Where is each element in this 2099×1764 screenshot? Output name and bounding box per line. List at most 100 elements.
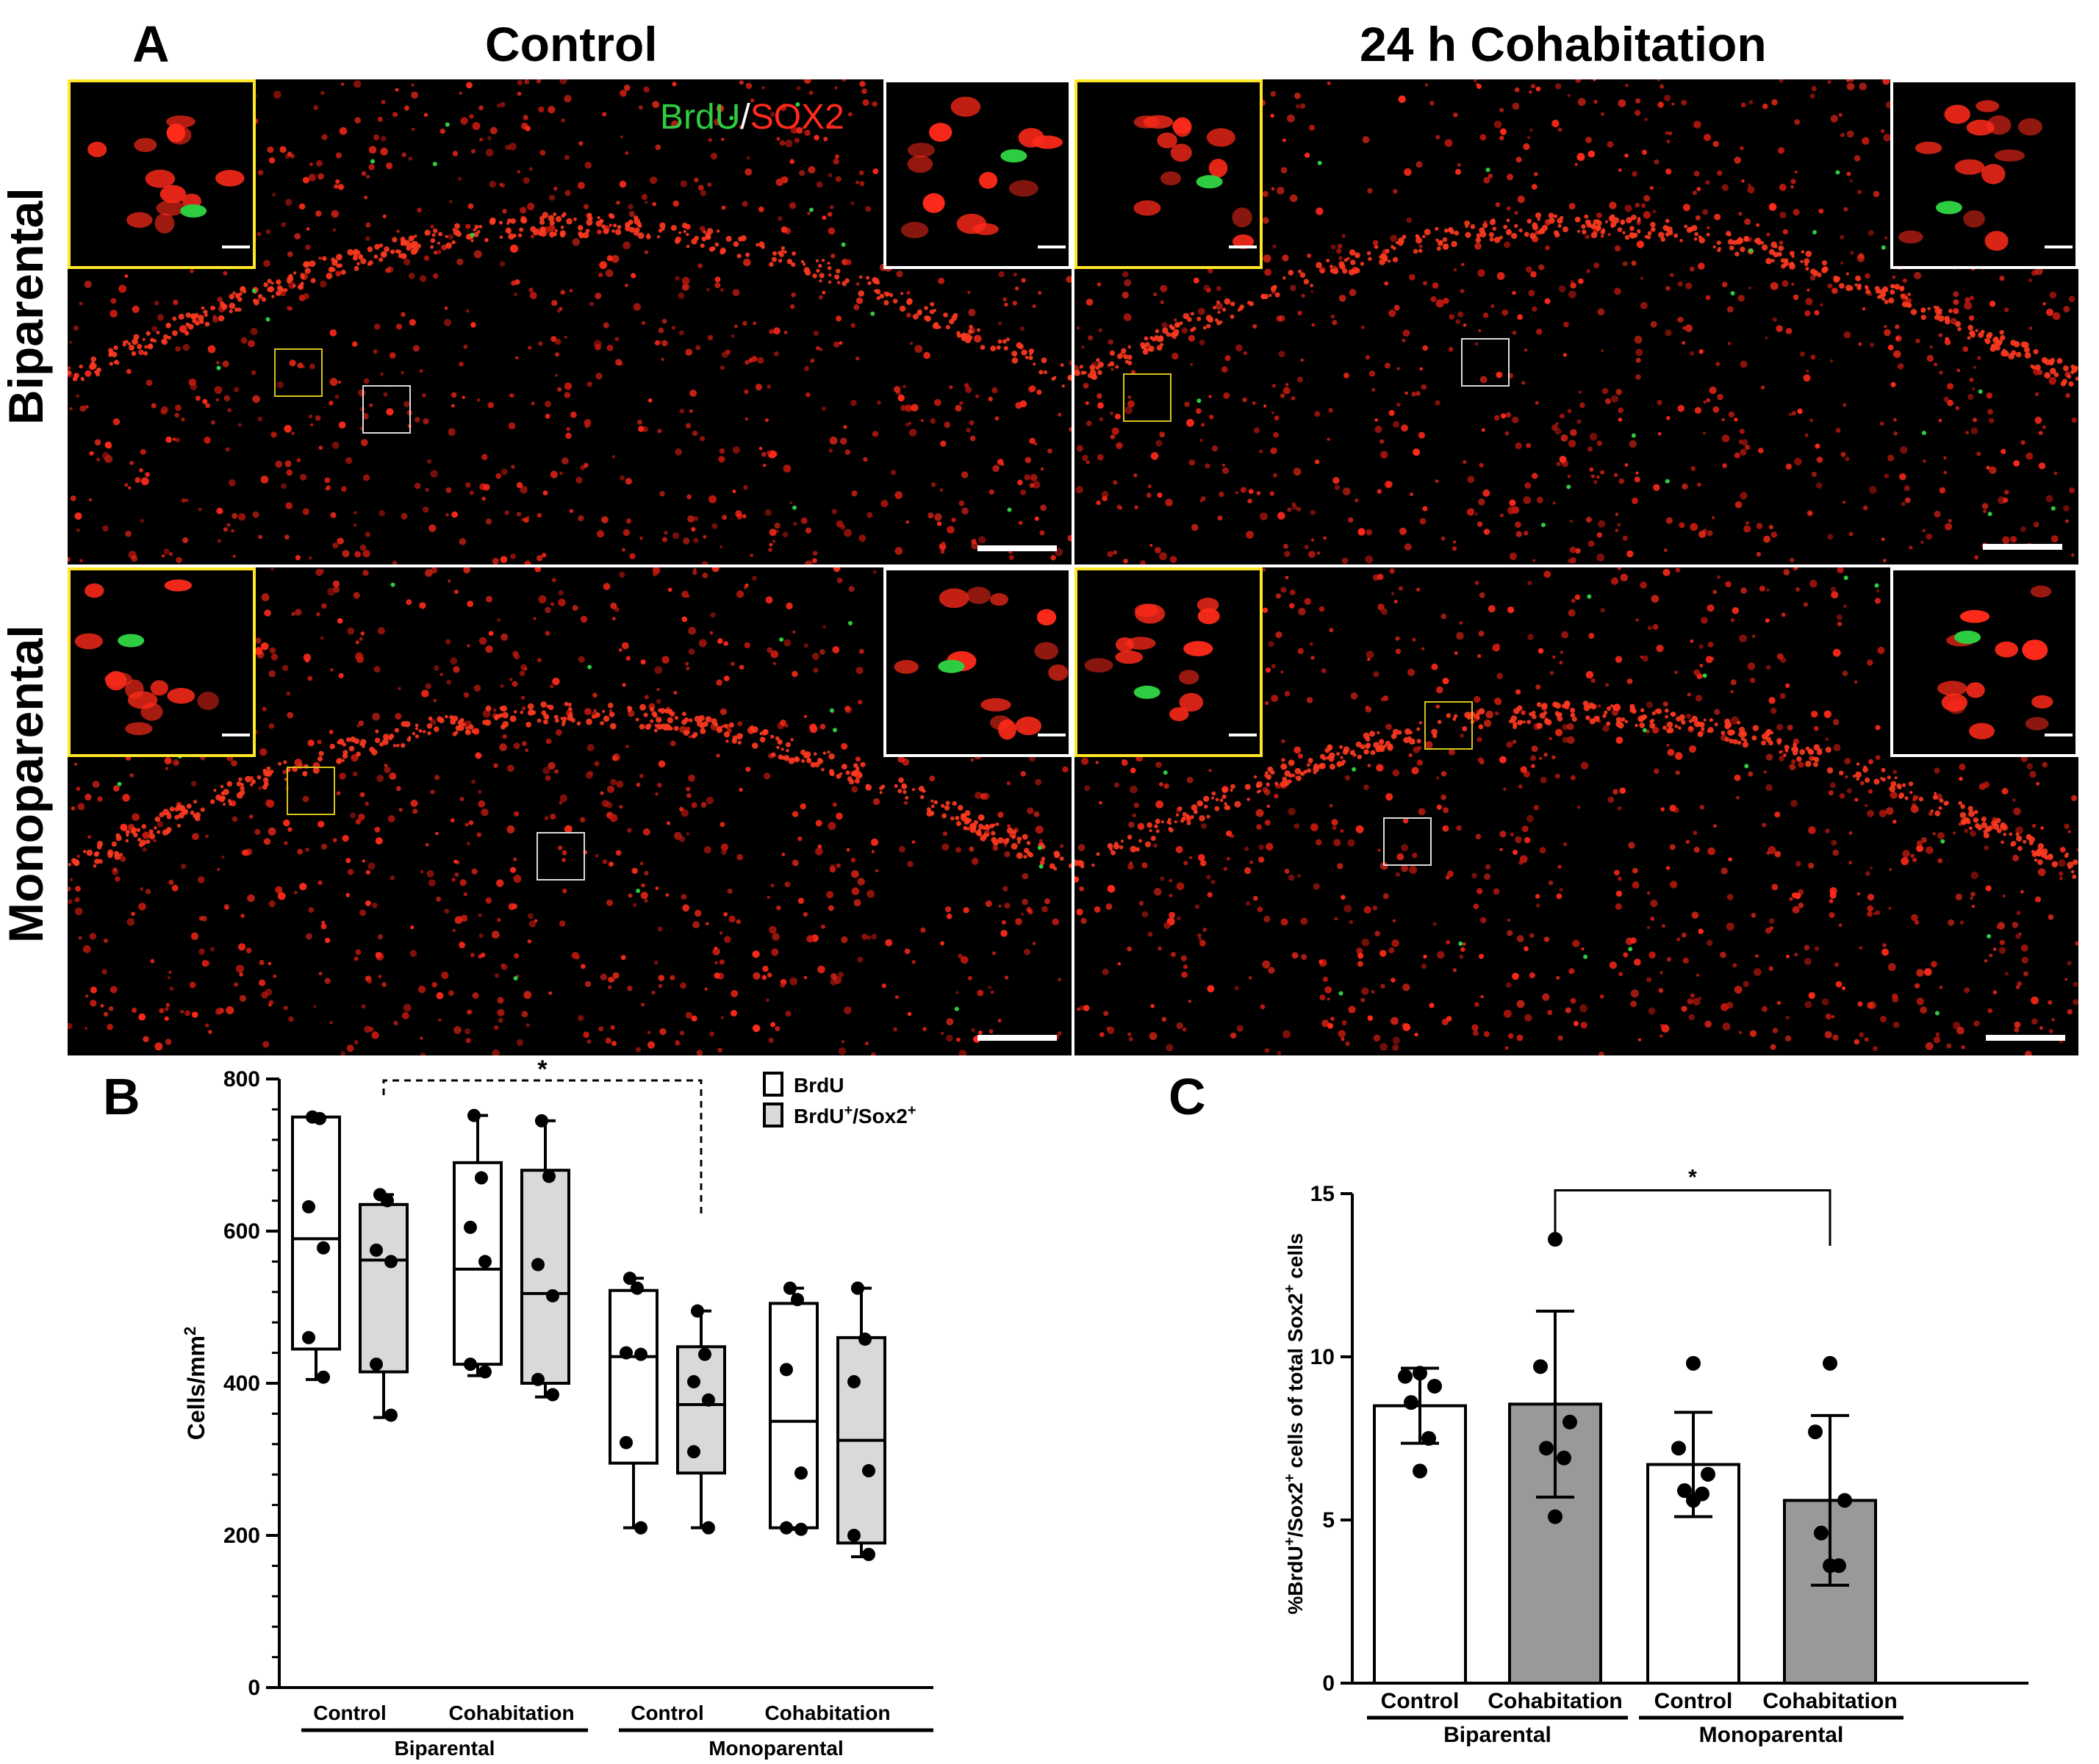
- y-tick-label: 0: [248, 1676, 260, 1700]
- chart-b: 0 200 400 600 800 Cells/mm2 Control Cohabitatio…: [181, 1058, 933, 1760]
- box: [291, 1115, 341, 1351]
- data-point: [1404, 1395, 1418, 1410]
- y-tick-label: 600: [223, 1219, 260, 1244]
- inset-monoparental-control-yellow: [68, 567, 256, 757]
- inset-cells: [1898, 100, 2042, 251]
- data-point: [302, 1200, 315, 1213]
- data-point: [780, 1363, 793, 1377]
- data-point: [1686, 1355, 1701, 1371]
- data-point: [1671, 1441, 1686, 1456]
- row-title-biparental: Biparental: [0, 187, 53, 425]
- inset-cells: [901, 96, 1063, 239]
- box: [359, 1202, 409, 1374]
- x-group-label: Monoparental: [708, 1737, 844, 1760]
- inset-cells: [1084, 598, 1220, 722]
- data-point: [1837, 1493, 1852, 1508]
- data-point: [1413, 1366, 1427, 1381]
- box-brdu-monoparental-cohabitation: [769, 1281, 819, 1536]
- x-group-label: Monoparental: [1699, 1723, 1844, 1747]
- data-point: [794, 1466, 808, 1480]
- data-point: [535, 1114, 548, 1127]
- data-point: [381, 1194, 394, 1208]
- data-point: [851, 1281, 864, 1295]
- data-point: [467, 1108, 481, 1122]
- y-axis-label: Cells/mm2: [181, 1327, 210, 1441]
- data-point: [1677, 1483, 1692, 1499]
- stain-separator: /: [740, 98, 750, 137]
- data-point: [370, 1358, 383, 1372]
- data-point: [847, 1374, 861, 1388]
- data-point: [1808, 1424, 1823, 1440]
- x-category-label: Cohabitation: [1488, 1689, 1622, 1713]
- data-point: [317, 1370, 330, 1384]
- data-point: [847, 1529, 861, 1542]
- cell-texture: [68, 567, 1072, 1055]
- inset-biparental-control-yellow: [68, 79, 256, 269]
- box: [676, 1345, 726, 1475]
- legend-swatch: [763, 1072, 783, 1097]
- x-group-label: Biparental: [395, 1737, 495, 1760]
- scale-bar-mp-cohab: [1986, 1035, 2065, 1041]
- data-point: [620, 1435, 633, 1449]
- data-point: [687, 1445, 700, 1459]
- box: [520, 1169, 570, 1385]
- inset-biparental-cohab-white: [1890, 79, 2078, 269]
- inset-monoparental-cohab-white: [1890, 567, 2078, 757]
- y-tick-label: 400: [223, 1372, 260, 1396]
- inset-cells: [894, 587, 1069, 740]
- roi-yellow-bp-control: [274, 348, 323, 397]
- significance-bracket: [382, 1079, 703, 1216]
- box-brdu-biparental-cohabitation: [453, 1108, 503, 1379]
- inset-cells: [87, 115, 245, 234]
- x-category-label: Cohabitation: [764, 1702, 890, 1724]
- bar-monoparental-cohabitation: [1783, 1355, 1877, 1685]
- data-point: [370, 1243, 383, 1257]
- data-point: [478, 1365, 492, 1379]
- panel-a-letter: A: [132, 15, 170, 73]
- data-point: [542, 1169, 556, 1183]
- scale-bar-mp-control: [977, 1035, 1057, 1041]
- data-point: [1427, 1378, 1442, 1394]
- bar: [1373, 1404, 1467, 1685]
- panel-b-letter: B: [103, 1068, 140, 1125]
- bar-monoparental-control: [1646, 1355, 1740, 1685]
- data-point: [1539, 1441, 1554, 1456]
- data-point: [623, 1272, 636, 1286]
- significance-star: *: [1688, 1166, 1697, 1190]
- data-point: [1701, 1466, 1715, 1482]
- chart-b-significance: *: [382, 1058, 703, 1216]
- inset-monoparental-control-white: [883, 567, 1072, 757]
- scale-bar-bp-control: [977, 545, 1057, 551]
- data-point: [384, 1408, 398, 1422]
- significance-star: *: [537, 1058, 548, 1083]
- roi-yellow-mp-cohab: [1424, 701, 1473, 750]
- data-point: [1413, 1463, 1427, 1479]
- inset-cells: [1133, 115, 1255, 249]
- chart-b-axes: 0 200 400 600 800 Cells/mm2: [181, 1067, 933, 1700]
- data-point: [1533, 1359, 1548, 1374]
- data-point: [1686, 1493, 1701, 1508]
- inset-cells: [74, 579, 219, 736]
- box-brdu-monoparental-control: [609, 1272, 659, 1535]
- stain-sox2: SOX2: [750, 98, 844, 137]
- x-category-label: Control: [631, 1702, 704, 1724]
- inset-biparental-control-white: [883, 79, 1072, 269]
- data-point: [691, 1304, 704, 1318]
- box: [453, 1161, 503, 1366]
- x-category-label: Cohabitation: [1762, 1689, 1897, 1713]
- data-point: [464, 1220, 477, 1234]
- chart-c-axes: 0 5 10 15 %BrdU+/Sox2+ cells of total Sox2+ …: [1282, 1182, 2028, 1696]
- y-tick-label: 200: [223, 1524, 260, 1548]
- data-point: [546, 1388, 559, 1402]
- roi-white-bp-control: [362, 385, 411, 434]
- x-category-label: Control: [313, 1702, 387, 1724]
- box-brdusox2-biparental-control: [359, 1188, 409, 1422]
- box-brdusox2-biparental-cohabitation: [520, 1114, 570, 1402]
- row-title-monoparental: Monoparental: [0, 625, 53, 943]
- inset-cells: [1937, 585, 2053, 739]
- data-point: [1557, 1450, 1571, 1466]
- x-category-label: Control: [1654, 1689, 1733, 1713]
- data-point: [780, 1521, 793, 1535]
- data-point: [702, 1521, 715, 1535]
- roi-yellow-bp-cohab: [1123, 373, 1172, 422]
